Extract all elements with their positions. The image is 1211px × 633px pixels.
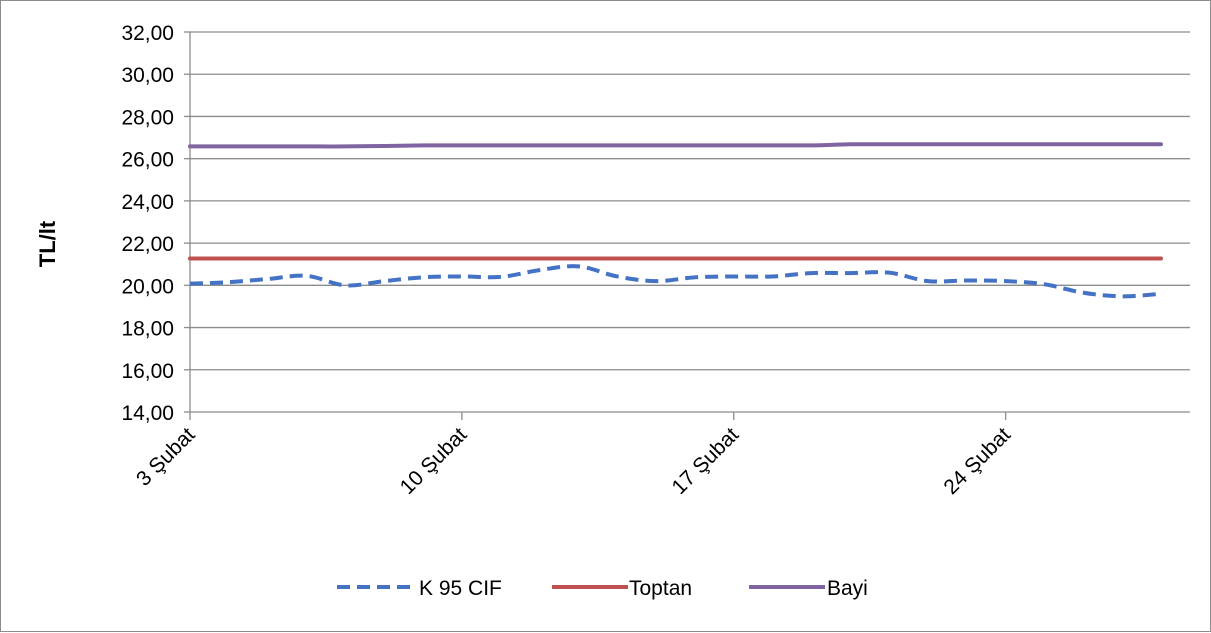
series-line-bayi [188, 142, 1163, 149]
x-tick-label: 17 Şubat [668, 423, 744, 499]
y-axis-title: TL/lt [35, 220, 60, 267]
y-tick-labels: 14,00 16,00 18,00 20,00 22,00 24,00 26,00 28,00… [121, 22, 174, 425]
legend-label: Bayi [827, 577, 868, 600]
y-tick-label: 32,00 [121, 22, 174, 45]
x-tick-label: 24 Şubat [939, 423, 1015, 499]
y-tick-label: 22,00 [121, 233, 174, 256]
y-tick-label: 26,00 [121, 149, 174, 172]
axes [184, 31, 1190, 420]
y-tick-label: 18,00 [121, 318, 174, 341]
y-tick-label: 24,00 [121, 191, 174, 214]
x-tick-label: 3 Şubat [132, 423, 200, 491]
legend-label: K 95 CIF [419, 577, 502, 600]
x-tick-labels: 3 Şubat 10 Şubat 17 Şubat 24 Şubat [132, 423, 1015, 499]
legend: K 95 CIF Toptan Bayi [337, 577, 868, 600]
y-tick-label: 14,00 [121, 402, 174, 425]
y-tick-label: 16,00 [121, 360, 174, 383]
x-tick-label: 10 Şubat [396, 423, 472, 499]
y-tick-label: 20,00 [121, 275, 174, 298]
series-lines [188, 142, 1163, 299]
legend-label: Toptan [629, 577, 692, 600]
series-line-k-95-cif [189, 264, 1162, 299]
y-tick-label: 30,00 [121, 64, 174, 87]
y-tick-label: 28,00 [121, 106, 174, 129]
gridlines [190, 31, 1190, 371]
